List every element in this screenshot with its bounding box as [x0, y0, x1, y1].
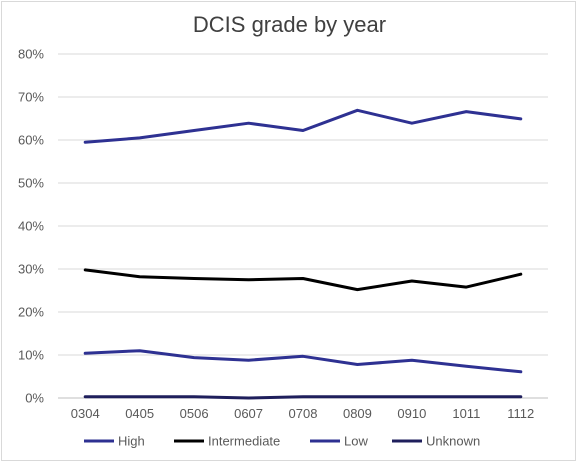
legend-label: Low: [344, 434, 368, 449]
y-tick-label: 60%: [18, 133, 44, 148]
series-line-low: [83, 349, 523, 374]
y-tick-label: 80%: [18, 47, 44, 62]
legend-label: High: [118, 434, 145, 449]
x-axis-ticks: 0304 0405 0506 0607 0708 0809 0910 1011 1112: [71, 406, 535, 421]
y-tick-label: 10%: [18, 348, 44, 363]
y-tick-label: 30%: [18, 262, 44, 277]
series-line-intermediate: [83, 268, 523, 292]
y-tick-label: 50%: [18, 176, 44, 191]
y-axis-ticks: 0% 10% 20% 30% 40% 50% 60% 70% 80%: [18, 47, 44, 406]
legend: High Intermediate Low Unknown: [84, 434, 480, 449]
series-line-high: [83, 108, 523, 144]
y-tick-label: 20%: [18, 305, 44, 320]
legend-label: Unknown: [426, 434, 480, 449]
y-tick-label: 70%: [18, 90, 44, 105]
x-tick-label: 1112: [507, 406, 534, 421]
chart-title: DCIS grade by year: [192, 12, 387, 37]
y-tick-label: 40%: [18, 219, 44, 234]
x-tick-label: 0910: [397, 406, 426, 421]
series-line-unknown: [83, 395, 523, 400]
x-tick-label: 0809: [343, 406, 372, 421]
gridlines: [58, 53, 548, 399]
legend-label: Intermediate: [208, 434, 280, 449]
x-tick-label: 0405: [125, 406, 154, 421]
x-tick-label: 0506: [180, 406, 209, 421]
x-tick-label: 0607: [234, 406, 263, 421]
x-tick-label: 0304: [71, 406, 100, 421]
x-tick-label: 0708: [289, 406, 318, 421]
series-lines: [83, 108, 523, 400]
x-tick-label: 1011: [452, 406, 480, 421]
y-tick-label: 0%: [25, 391, 44, 406]
